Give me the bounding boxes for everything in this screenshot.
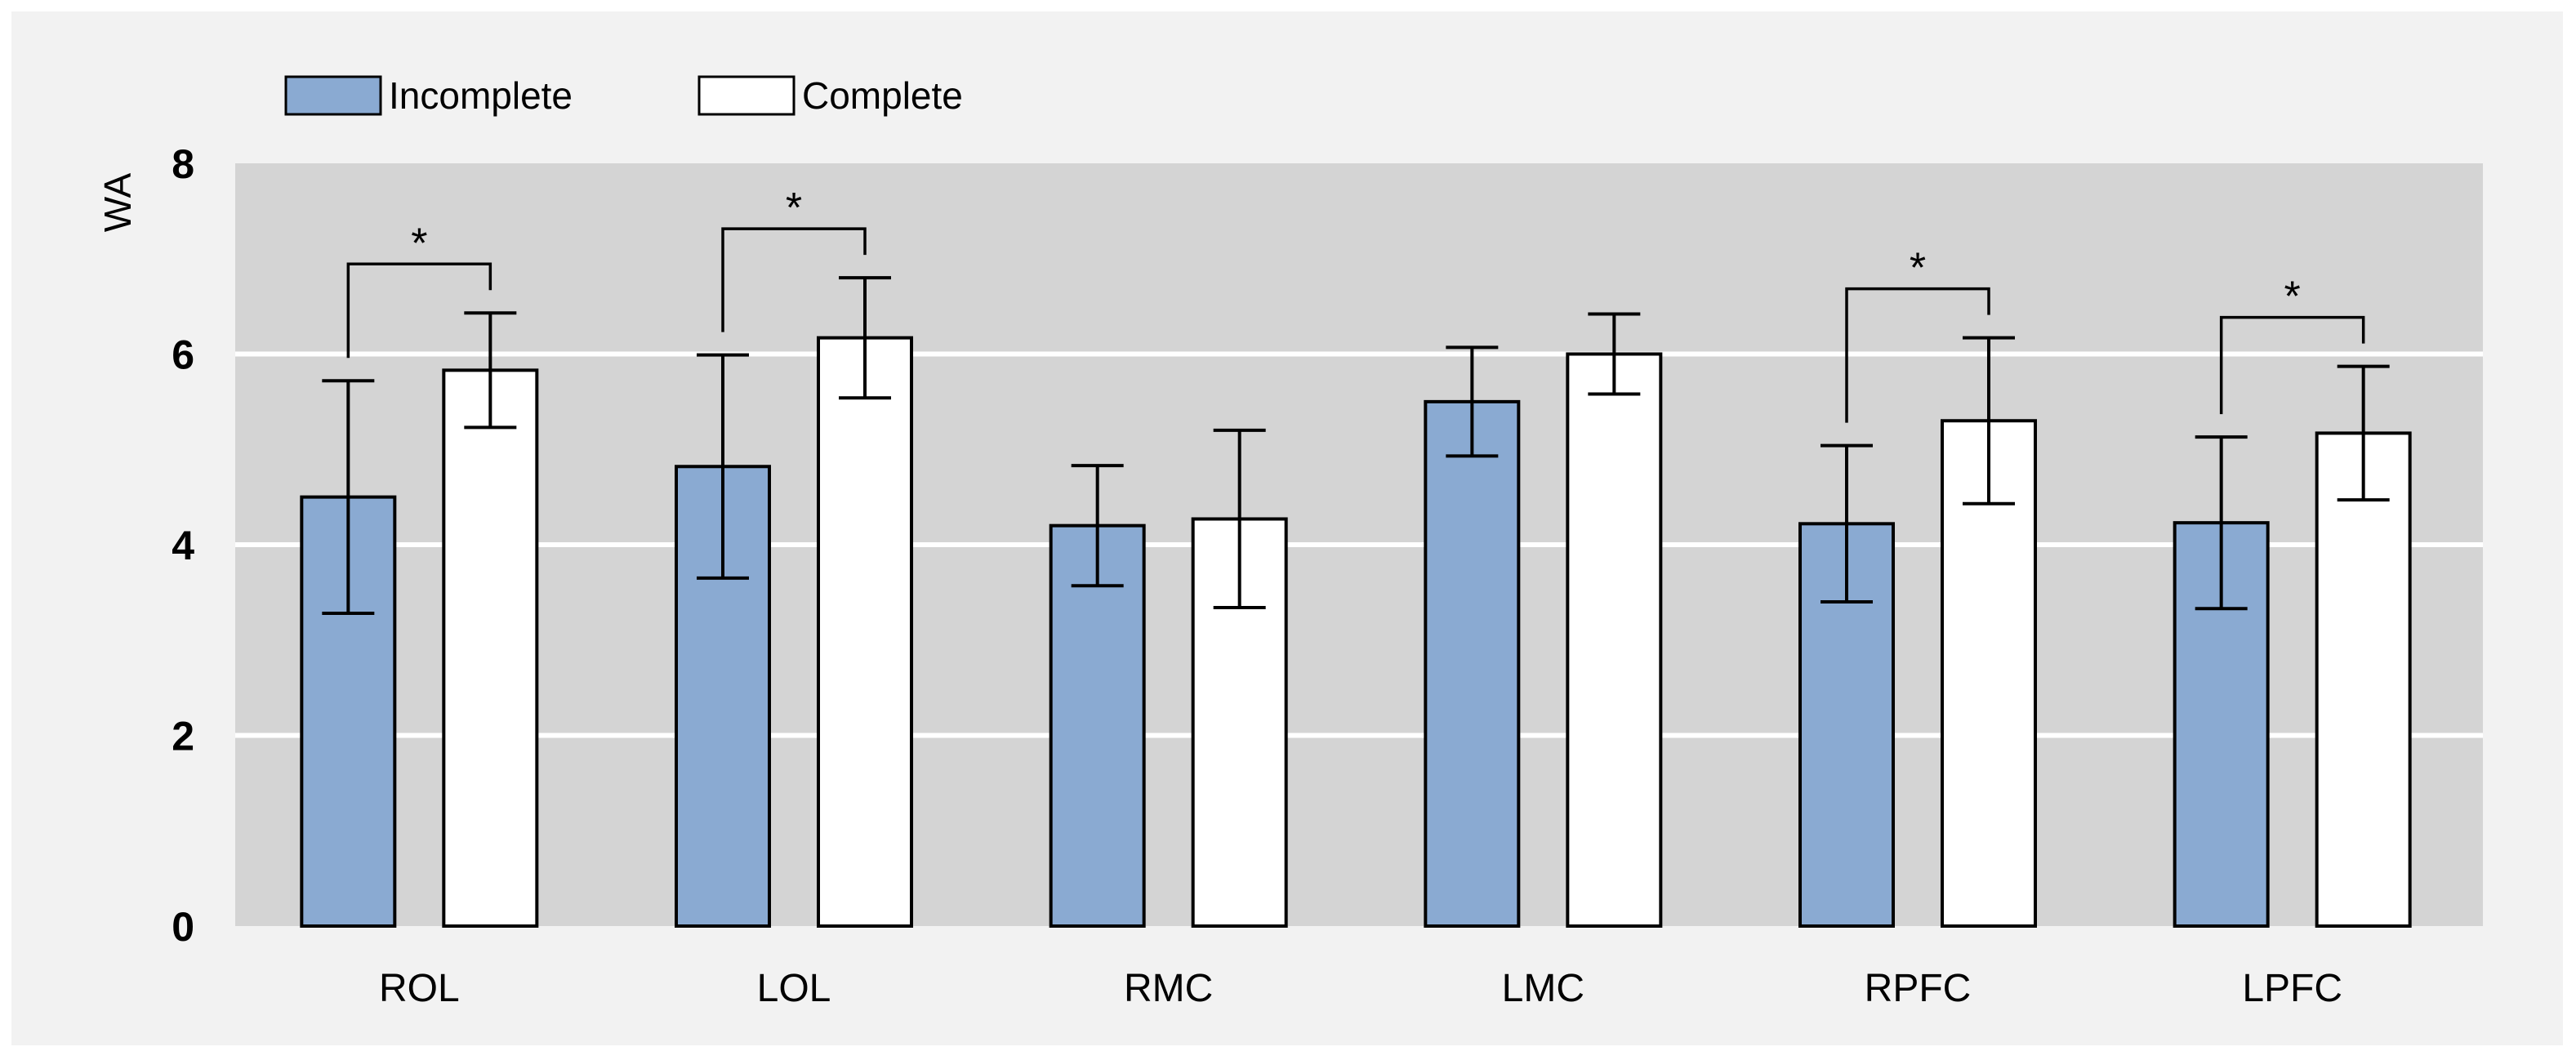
y-tick-label: 4 (172, 523, 194, 568)
significance-star-rpfc: * (1910, 245, 1926, 292)
legend: Incomplete Complete (284, 74, 963, 117)
y-tick-label: 2 (172, 714, 194, 759)
significance-bracket-lol (721, 227, 867, 332)
x-tick-label-rpfc: RPFC (1865, 967, 1972, 1010)
y-axis-title: WA (96, 172, 139, 232)
bar-complete-lpfc (2315, 431, 2412, 928)
legend-label-complete: Complete (802, 74, 963, 117)
significance-star-rol: * (411, 220, 427, 267)
y-tick-label: 8 (172, 141, 194, 187)
significance-star-lpfc: * (2284, 274, 2301, 321)
x-axis-ticks: ROL LOL RMC LMC RPFC LPFC (379, 967, 2342, 1010)
bars (300, 276, 2412, 929)
x-tick-label-lpfc: LPFC (2242, 967, 2342, 1010)
significance-brackets: * * * * (346, 185, 2365, 423)
significance-star-lol: * (786, 185, 802, 232)
legend-swatch-incomplete (284, 75, 382, 116)
x-tick-label-lmc: LMC (1502, 967, 1584, 1010)
y-tick-label: 6 (172, 332, 194, 378)
bar-complete-rol (442, 368, 539, 929)
gridlines (235, 351, 2483, 738)
x-tick-label-rmc: RMC (1124, 967, 1213, 1010)
bar-incomplete-rmc (1049, 523, 1146, 929)
significance-bracket-lpfc (2219, 315, 2365, 415)
y-axis-ticks: 0 2 4 6 8 (172, 141, 194, 950)
legend-swatch-complete (697, 75, 796, 116)
y-tick-label: 0 (172, 904, 194, 950)
x-tick-label-rol: ROL (379, 967, 460, 1010)
bar-incomplete-lmc (1424, 399, 1521, 928)
significance-bracket-rpfc (1845, 287, 1990, 423)
bar-complete-lmc (1566, 352, 1663, 928)
legend-label-incomplete: Incomplete (389, 74, 573, 117)
x-tick-label-lol: LOL (757, 967, 831, 1010)
bar-complete-lol (817, 336, 913, 928)
significance-bracket-rol (346, 262, 492, 359)
